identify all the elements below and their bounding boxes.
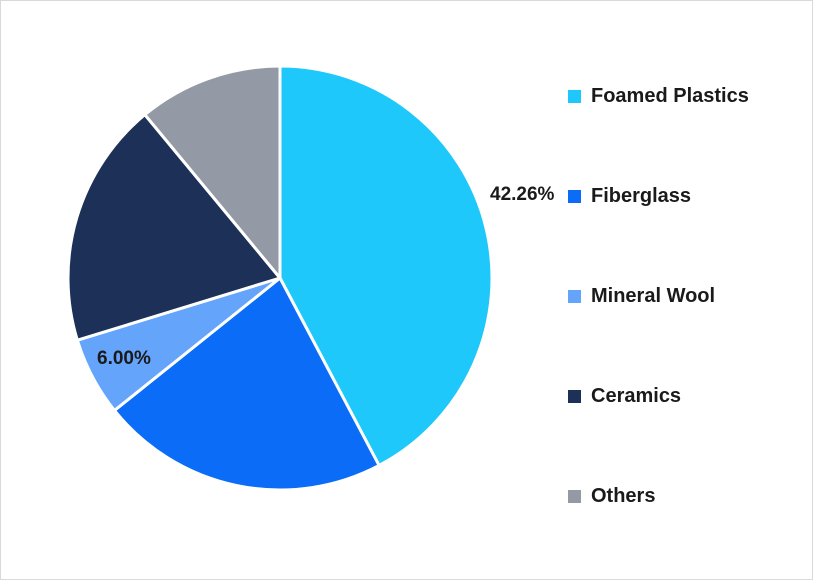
legend-item-ceramics: Ceramics [568, 380, 749, 412]
data-label-foamed-plastics: 42.26% [490, 184, 555, 205]
pie-slice-foamed-plastics [278, 64, 494, 467]
legend-item-foamed-plastics: Foamed Plastics [568, 80, 749, 112]
legend-item-mineral-wool: Mineral Wool [568, 280, 749, 312]
data-label-mineral-wool: 6.00% [97, 348, 151, 369]
legend-swatch [568, 389, 581, 403]
legend-swatch [568, 289, 581, 303]
pie-slice-others [143, 64, 282, 280]
chart-legend: Foamed Plastics Fiberglass Mineral Wool … [568, 80, 749, 580]
legend-label: Ceramics [591, 384, 682, 407]
pie-slice-ceramics [66, 113, 282, 342]
legend-label: Others [591, 484, 656, 507]
legend-swatch [568, 489, 581, 503]
legend-swatch [568, 189, 581, 203]
legend-item-others: Others [568, 480, 749, 512]
pie-slice-fiberglass [112, 276, 381, 492]
legend-label: Mineral Wool [591, 284, 716, 307]
legend-item-fiberglass: Fiberglass [568, 180, 749, 212]
legend-label: Foamed Plastics [591, 84, 749, 107]
legend-label: Fiberglass [591, 184, 692, 207]
legend-swatch [568, 89, 581, 103]
